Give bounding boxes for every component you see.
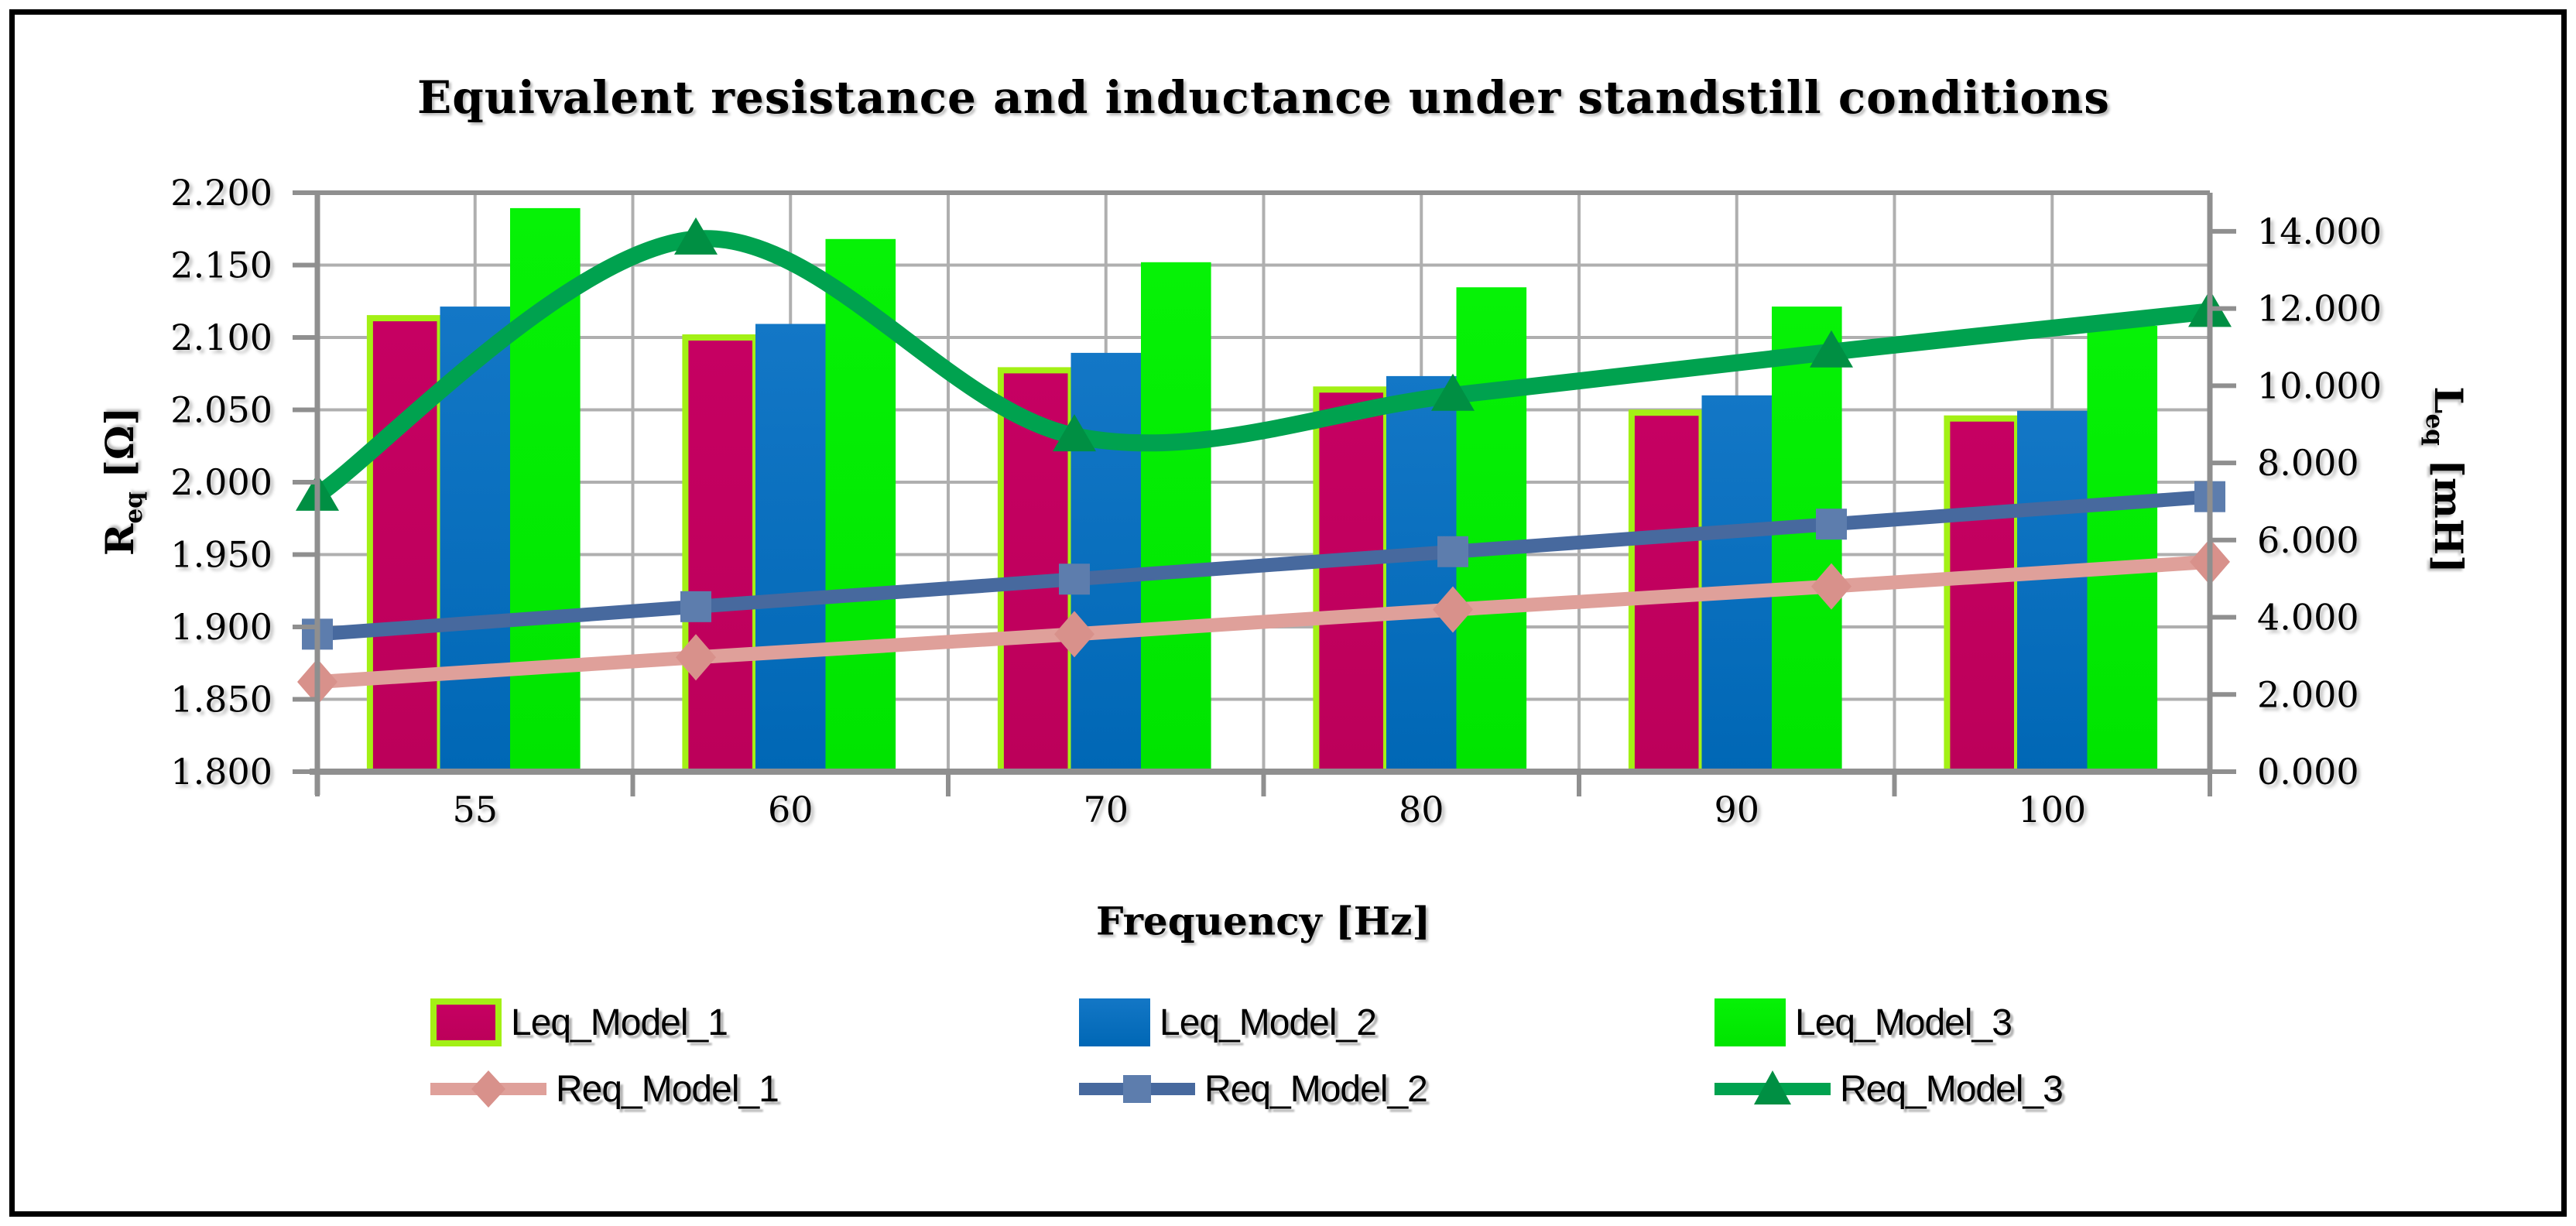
x-tick-label: 100 (2018, 789, 2086, 830)
legend-entry-Leq_Model_3: Leq_Model_3 (1714, 998, 2063, 1046)
legend-bar-swatch (1714, 998, 1786, 1046)
right-tick-label: 12.000 (2257, 288, 2382, 330)
legend-line-sample (1079, 1067, 1195, 1111)
right-tick-label: 14.000 (2257, 211, 2382, 252)
right-tick-label: 6.000 (2257, 519, 2359, 561)
marker-triangle (1810, 330, 1853, 368)
marker-triangle (1053, 414, 1096, 452)
chart-title: Equivalent resistance and inductance und… (417, 71, 2110, 124)
marker-square (680, 591, 711, 622)
left-axis-unit: [Ω] (97, 406, 142, 492)
right-tick-label: 10.000 (2257, 365, 2382, 406)
right-tick-label: 2.000 (2257, 673, 2359, 715)
bar-Leq_Model_1 (1313, 386, 1390, 775)
right-axis-subscript: eq (2420, 413, 2448, 446)
bar-Leq_Model_1 (682, 334, 759, 775)
bar-Leq_Model_2 (2017, 410, 2088, 772)
legend-line-sample (1714, 1067, 1831, 1111)
bar-Leq_Model_3 (2087, 326, 2158, 772)
marker-triangle (674, 217, 718, 255)
x-tick-label: 70 (1084, 789, 1129, 830)
x-axis-title: Frequency [Hz] (1095, 898, 1431, 944)
x-tick-label: 55 (453, 789, 498, 830)
right-axis-symbol: L (2426, 386, 2472, 414)
left-axis-subscript: eq (120, 491, 148, 524)
legend-entry-Req_Model_2: Req_Model_2 (1079, 1067, 1714, 1111)
bar-Leq_Model_1 (1944, 415, 2020, 775)
left-tick-label: 2.200 (170, 172, 272, 214)
left-tick-label: 1.800 (170, 751, 272, 793)
legend-label: Req_Model_3 (1840, 1068, 2064, 1110)
left-tick-label: 2.100 (170, 317, 272, 358)
left-axis-title: Req [Ω] (97, 407, 148, 556)
marker-square (1059, 563, 1090, 595)
legend-entry-Leq_Model_1: Leq_Model_1 (430, 998, 1079, 1046)
legend-label: Leq_Model_3 (1795, 1002, 2012, 1043)
legend-line-sample (430, 1067, 546, 1111)
legend-entry-Leq_Model_2: Leq_Model_2 (1079, 998, 1714, 1046)
marker-triangle (1431, 373, 1475, 411)
legend-bar-swatch (430, 998, 502, 1046)
legend-entry-Req_Model_1: Req_Model_1 (430, 1067, 1079, 1111)
legend-label: Req_Model_2 (1204, 1068, 1428, 1110)
marker-diamond (1433, 586, 1473, 633)
legend-label: Req_Model_1 (556, 1068, 779, 1110)
left-tick-label: 1.900 (170, 606, 272, 648)
line-Req_Model_1 (310, 554, 2217, 690)
bar-Leq_Model_3 (1456, 287, 1527, 772)
left-axis-symbol: R (97, 523, 142, 556)
line-Req_Model_2 (310, 489, 2217, 642)
legend-bar-swatch (1079, 998, 1150, 1046)
bar-Leq_Model_2 (755, 324, 826, 772)
bar-Leq_Model_2 (1070, 352, 1142, 772)
right-tick-label: 8.000 (2257, 442, 2359, 484)
marker-diamond (1811, 563, 1852, 610)
left-tick-label: 2.050 (170, 389, 272, 431)
bar-Leq_Model_1 (366, 315, 444, 776)
legend-label: Leq_Model_1 (511, 1002, 728, 1043)
figure-border (9, 9, 2567, 1217)
bar-Leq_Model_2 (1701, 395, 1773, 772)
right-tick-label: 4.000 (2257, 597, 2359, 639)
right-axis-unit: [mH] (2426, 445, 2472, 574)
bar-Leq_Model_3 (1141, 262, 1211, 772)
left-tick-label: 2.150 (170, 245, 272, 286)
legend-label: Leq_Model_2 (1160, 1002, 1377, 1043)
marker-square (1437, 536, 1468, 567)
left-tick-label: 2.000 (170, 461, 272, 503)
chart-legend: Leq_Model_1 Leq_Model_2 Leq_Model_3 Req_Mod… (430, 989, 2064, 1122)
legend-entry-Req_Model_3: Req_Model_3 (1714, 1067, 2064, 1111)
right-tick-label: 0.000 (2257, 751, 2359, 793)
line-Req_Model_3 (309, 230, 2218, 504)
x-tick-label: 90 (1714, 789, 1760, 830)
right-axis-title: Leq [mH] (2420, 386, 2472, 573)
x-tick-label: 60 (768, 789, 814, 830)
left-tick-label: 1.950 (170, 534, 272, 576)
bar-Leq_Model_2 (1386, 375, 1457, 772)
marker-diamond (676, 634, 716, 681)
left-tick-label: 1.850 (170, 679, 272, 721)
x-tick-label: 80 (1399, 789, 1444, 830)
marker-square (1816, 509, 1847, 540)
marker-diamond (1054, 611, 1094, 658)
